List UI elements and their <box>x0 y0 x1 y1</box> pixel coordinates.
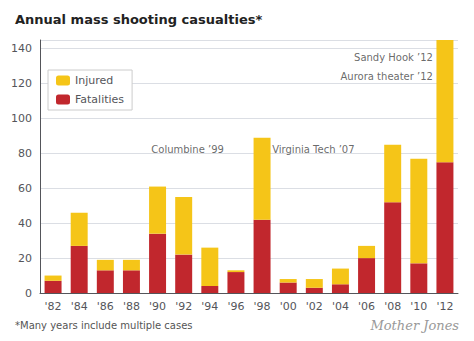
svg-text:'90: '90 <box>149 300 166 313</box>
svg-text:80: 80 <box>18 147 32 160</box>
svg-text:'98: '98 <box>254 300 271 313</box>
svg-text:Fatalities: Fatalities <box>75 93 124 106</box>
svg-text:Columbine ’99: Columbine ’99 <box>151 144 224 155</box>
svg-text:'82: '82 <box>45 300 62 313</box>
svg-text:140: 140 <box>11 42 32 55</box>
svg-text:'04: '04 <box>332 300 349 313</box>
svg-text:Sandy Hook ’12: Sandy Hook ’12 <box>354 52 433 63</box>
svg-text:60: 60 <box>18 182 32 195</box>
svg-text:100: 100 <box>11 112 32 125</box>
svg-text:20: 20 <box>18 252 32 265</box>
svg-text:'86: '86 <box>97 300 114 313</box>
svg-text:'10: '10 <box>410 300 427 313</box>
svg-text:Aurora theater ’12: Aurora theater ’12 <box>341 71 433 82</box>
svg-text:Annual mass shooting casualtie: Annual mass shooting casualties* <box>15 12 262 27</box>
svg-text:'92: '92 <box>175 300 192 313</box>
svg-text:'06: '06 <box>358 300 375 313</box>
svg-text:Mother Jones: Mother Jones <box>369 318 459 333</box>
svg-text:Injured: Injured <box>75 74 113 87</box>
svg-text:'84: '84 <box>71 300 88 313</box>
svg-text:'88: '88 <box>123 300 140 313</box>
svg-text:'12: '12 <box>436 300 453 313</box>
svg-text:'00: '00 <box>280 300 297 313</box>
svg-text:'08: '08 <box>384 300 401 313</box>
svg-text:0: 0 <box>25 287 32 300</box>
svg-text:'02: '02 <box>306 300 323 313</box>
svg-text:'96: '96 <box>227 300 244 313</box>
svg-text:120: 120 <box>11 77 32 90</box>
svg-text:*Many years include multiple c: *Many years include multiple cases <box>15 320 193 331</box>
svg-text:40: 40 <box>18 217 32 230</box>
svg-text:Virginia Tech ’07: Virginia Tech ’07 <box>272 144 354 155</box>
svg-text:'94: '94 <box>201 300 218 313</box>
